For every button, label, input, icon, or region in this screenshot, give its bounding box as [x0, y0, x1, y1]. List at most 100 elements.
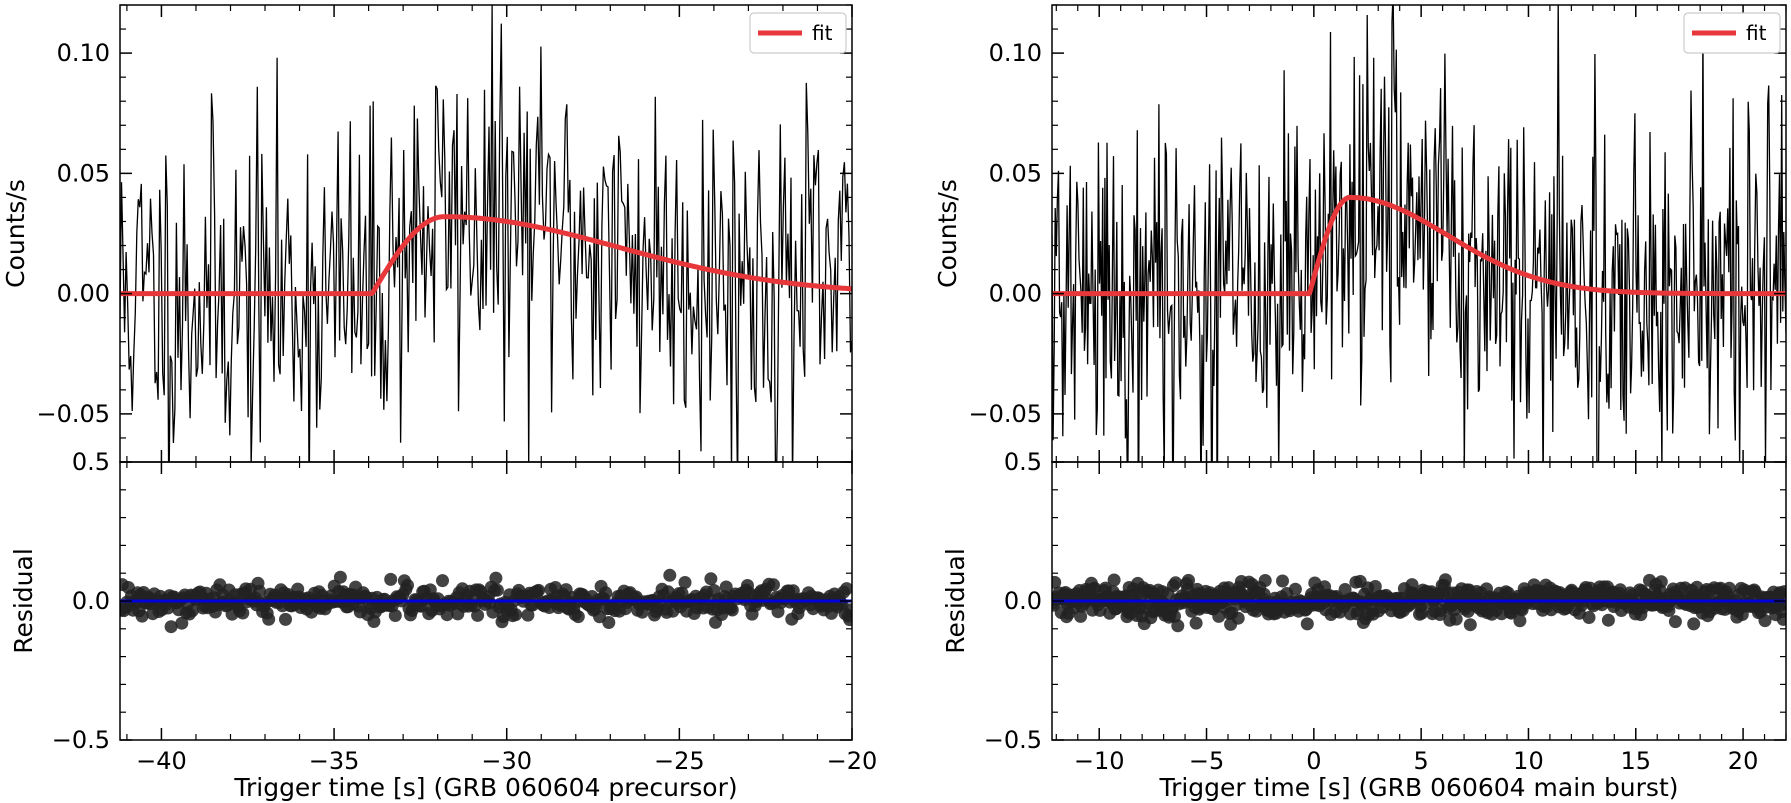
residual-point	[164, 620, 178, 634]
x-tick-label: 0	[1306, 747, 1321, 775]
residual-point	[1438, 573, 1452, 587]
residual-point	[1662, 604, 1676, 617]
x-tick-label: 10	[1513, 747, 1544, 775]
residual-point	[401, 578, 414, 592]
residual-point	[279, 612, 292, 626]
counts-axis-title: Counts/s	[933, 179, 962, 288]
x-tick-label: −30	[481, 747, 532, 775]
right-top-plot: −0.05 0.00 0.05 0.10 fit Counts/s	[933, 4, 1787, 463]
residual-point	[436, 574, 449, 588]
residual-point	[509, 608, 523, 622]
residual-point	[388, 609, 402, 622]
residual-point	[175, 616, 189, 630]
residual-point	[490, 583, 504, 597]
residual-point	[471, 608, 485, 622]
x-tick-label: 20	[1728, 747, 1759, 775]
residual-point	[678, 576, 692, 589]
residual-point	[843, 613, 852, 627]
y-tick-label: −0.05	[968, 400, 1042, 428]
residual-point	[1231, 611, 1245, 625]
residual-point	[333, 570, 347, 584]
residual-point	[1169, 576, 1183, 590]
residual-point	[704, 572, 718, 586]
residual-point	[521, 608, 535, 622]
y-tick-label: 0.05	[57, 159, 110, 187]
y-tick-label: 0.5	[1004, 448, 1042, 476]
lightcurve-line	[120, 5, 852, 462]
fit-curve	[120, 214, 852, 297]
residual-point	[599, 586, 613, 600]
x-tick-label: −20	[827, 747, 878, 775]
residual-point	[135, 609, 149, 623]
residual-point	[367, 615, 381, 628]
residual-point	[532, 583, 546, 597]
residual-point	[1052, 575, 1062, 589]
y-tick-label: 0.05	[989, 159, 1042, 187]
lightcurve-line	[1052, 5, 1786, 462]
residual-point	[1722, 581, 1736, 595]
x-tick-label: −25	[654, 747, 705, 775]
residual-point	[602, 616, 616, 629]
residual-point	[1582, 611, 1596, 624]
residual-point	[1276, 574, 1289, 588]
y-tick-label: 0.00	[57, 280, 110, 308]
legend: fit	[749, 12, 847, 54]
y-tick-label: −0.05	[36, 400, 110, 428]
residual-point	[1777, 585, 1786, 599]
y-tick-label: 0.10	[57, 39, 110, 67]
residual-point	[840, 582, 852, 596]
legend: fit	[1683, 12, 1781, 54]
y-tick-label: −0.5	[984, 726, 1042, 754]
residual-point	[253, 584, 266, 598]
residual-point	[1258, 574, 1272, 587]
residual-point	[1463, 618, 1477, 632]
legend-fit-label: fit	[812, 21, 833, 45]
counts-axis-title: Counts/s	[1, 179, 30, 288]
residual-point	[719, 580, 733, 594]
fit-curve	[1052, 194, 1786, 297]
x-tick-label: −5	[1189, 747, 1224, 775]
residual-point	[1368, 580, 1382, 593]
x-tick-label: −10	[1074, 747, 1125, 775]
left-bottom-plot: −0.5 0.0 0.5 −40 −35 −30 −25 −20 Residual Trigg…	[9, 448, 877, 802]
left-panel: −0.05 0.00 0.05 0.10 fit Counts/s −0.5 0.0 0.…	[1, 4, 877, 802]
residual-point	[1758, 614, 1772, 628]
left-top-plot: −0.05 0.00 0.05 0.10 fit Counts/s	[1, 4, 853, 463]
residual-point	[262, 612, 276, 626]
residual-point	[1189, 616, 1203, 630]
right-panel: −0.05 0.00 0.05 0.10 fit Counts/s −0.5 0.0 0.…	[933, 4, 1787, 802]
residual-point	[1171, 619, 1185, 633]
residual-point	[725, 603, 739, 617]
residual-point	[185, 604, 199, 618]
residual-axis-title: Residual	[941, 548, 970, 654]
residual-point	[663, 568, 677, 582]
residual-point	[1687, 617, 1701, 631]
x-axis-title: Trigger time [s] (GRB 060604 precursor)	[233, 773, 737, 802]
residual-point	[1088, 581, 1102, 595]
y-tick-label: 0.0	[1004, 587, 1042, 615]
residual-point	[844, 603, 852, 617]
residual-point	[1338, 583, 1352, 596]
y-tick-label: 0.5	[72, 448, 110, 476]
residual-point	[1182, 573, 1195, 587]
residual-point	[1668, 615, 1682, 629]
residual-point	[1654, 575, 1668, 589]
residual-point	[1300, 617, 1314, 631]
y-tick-label: 0.10	[989, 39, 1042, 67]
x-tick-label: 15	[1620, 747, 1651, 775]
residual-point	[384, 572, 398, 586]
residual-axis-title: Residual	[9, 548, 38, 654]
y-tick-label: 0.00	[989, 280, 1042, 308]
x-axis-title: Trigger time [s] (GRB 060604 main burst)	[1158, 773, 1678, 802]
x-tick-label: −40	[136, 747, 187, 775]
residual-point	[571, 610, 585, 624]
residual-point	[1415, 606, 1429, 620]
residual-point	[1513, 614, 1527, 628]
residual-point	[1601, 613, 1615, 627]
x-tick-label: 5	[1414, 747, 1429, 775]
residual-point	[1107, 573, 1121, 587]
residual-point	[1288, 582, 1302, 596]
residual-point	[236, 606, 250, 620]
residual-point	[767, 578, 780, 592]
y-tick-label: 0.0	[72, 587, 110, 615]
